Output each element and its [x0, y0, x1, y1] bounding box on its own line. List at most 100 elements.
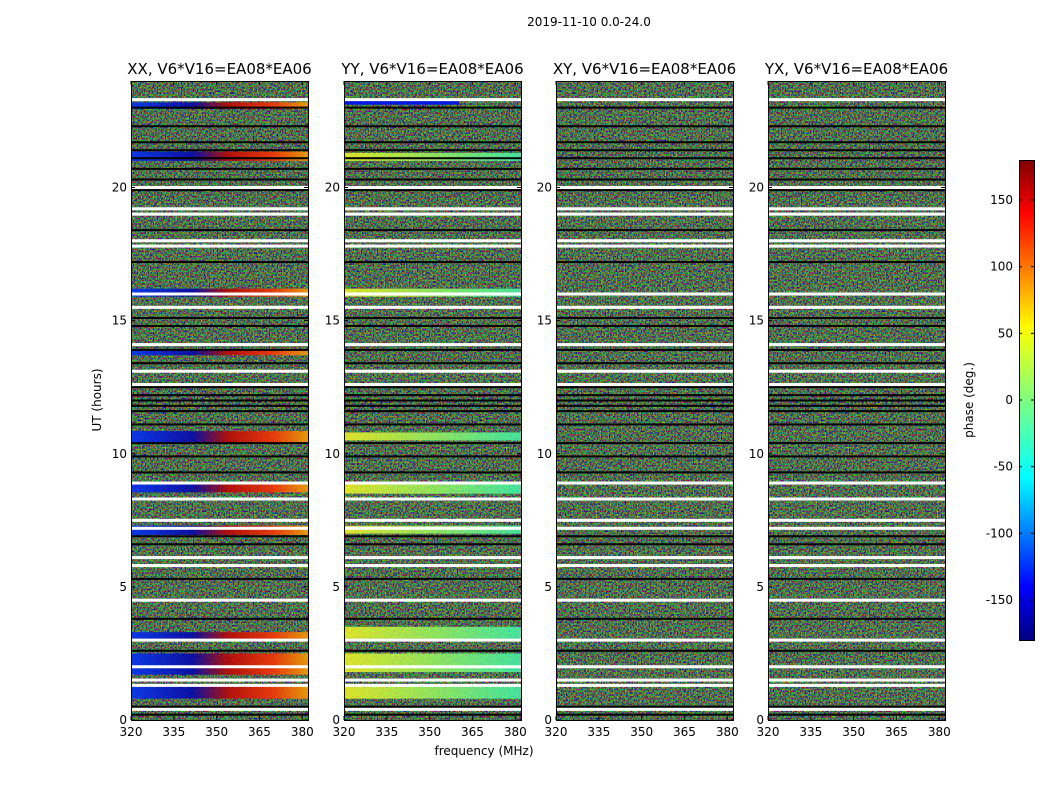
gap-line — [344, 471, 521, 474]
flag-line — [768, 564, 945, 568]
gap-line — [344, 348, 521, 351]
x-tick-label: 320 — [545, 725, 568, 739]
gap-line — [131, 617, 308, 620]
gap-line — [768, 535, 945, 538]
flag-line — [131, 678, 308, 682]
flag-line — [344, 369, 521, 373]
flag-line — [131, 98, 308, 102]
gap-line — [131, 157, 308, 160]
x-tick-label: 350 — [205, 725, 228, 739]
gap-line — [344, 713, 521, 716]
flag-line — [131, 186, 308, 189]
flag-line — [768, 638, 945, 642]
gap-line — [768, 167, 945, 170]
gap-line — [344, 189, 521, 192]
colorbar-tick-label: 0 — [1005, 393, 1013, 407]
gap-line — [768, 649, 945, 652]
phase-band — [344, 626, 521, 639]
gap-line — [768, 394, 945, 397]
y-tick-label: 20 — [537, 181, 552, 195]
gap-line — [768, 399, 945, 402]
gap-line — [768, 617, 945, 620]
gap-line — [131, 261, 308, 264]
gap-line — [556, 410, 733, 413]
panels: XX, V6*V16=EA08*EA06 320 335 350 365 380 0 5 10 1… — [112, 60, 951, 739]
flag-line — [768, 518, 945, 522]
flag-line — [768, 707, 945, 711]
gap-line — [131, 316, 308, 319]
gap-line — [344, 399, 521, 402]
panel-frame — [556, 81, 734, 721]
gap-line — [131, 229, 308, 232]
flag-line — [556, 497, 733, 501]
x-tick-label: 365 — [673, 725, 696, 739]
colorbar-tick-label: -50 — [993, 460, 1013, 474]
panel-2: YY, V6*V16=EA08*EA06 320 335 350 365 380 0 5 10 1… — [325, 60, 527, 739]
phase-band — [131, 525, 308, 535]
flag-line — [556, 683, 733, 687]
y-tick-label: 0 — [756, 713, 764, 727]
gap-line — [556, 316, 733, 319]
gap-line — [556, 189, 733, 192]
gap-line — [131, 705, 308, 708]
gap-line — [768, 261, 945, 264]
gap-line — [131, 423, 308, 426]
gap-line — [344, 125, 521, 128]
gap-line — [344, 442, 521, 445]
flag-line — [556, 239, 733, 243]
flag-line — [556, 98, 733, 102]
gap-line — [768, 141, 945, 144]
phase-band — [131, 685, 308, 699]
flag-line — [768, 526, 945, 530]
x-tick-label: 365 — [461, 725, 484, 739]
gap-line — [768, 404, 945, 407]
flag-line — [344, 244, 521, 248]
gap-line — [556, 178, 733, 181]
flag-line — [131, 638, 308, 642]
gap-line — [556, 394, 733, 397]
gap-line — [768, 316, 945, 319]
x-tick-label: 320 — [120, 725, 143, 739]
gap-line — [344, 617, 521, 620]
gap-line — [344, 455, 521, 458]
y-tick-label: 0 — [544, 713, 552, 727]
gap-line — [131, 178, 308, 181]
gap-line — [768, 455, 945, 458]
flag-line — [768, 665, 945, 669]
phase-band — [131, 431, 308, 444]
flag-line — [131, 383, 308, 387]
gap-line — [556, 543, 733, 546]
flag-line — [344, 678, 521, 682]
gap-line — [556, 705, 733, 708]
gap-line — [768, 229, 945, 232]
flag-line — [556, 212, 733, 216]
flag-line — [344, 212, 521, 216]
flag-line — [344, 497, 521, 501]
gap-line — [768, 410, 945, 413]
gap-line — [344, 394, 521, 397]
flag-line — [556, 383, 733, 387]
gap-line — [344, 386, 521, 389]
x-tick-label: 350 — [630, 725, 653, 739]
colorbar-gradient — [1019, 160, 1034, 640]
panel-3: XY, V6*V16=EA08*EA06 320 335 350 365 380 0 5 10 1… — [537, 60, 739, 739]
phase-band — [131, 102, 308, 109]
y-tick-label: 20 — [112, 181, 127, 195]
x-axis-label: frequency (MHz) — [434, 744, 533, 758]
panel-title: XY, V6*V16=EA08*EA06 — [553, 60, 736, 78]
flag-line — [556, 564, 733, 568]
x-tick-label: 350 — [418, 725, 441, 739]
y-tick-label: 15 — [749, 314, 764, 328]
gap-line — [131, 410, 308, 413]
gap-line — [768, 324, 945, 327]
x-tick-label: 380 — [928, 725, 951, 739]
gap-line — [344, 141, 521, 144]
gap-line — [556, 713, 733, 716]
panel-title: YX, V6*V16=EA08*EA06 — [764, 60, 948, 78]
x-tick-label: 335 — [799, 725, 822, 739]
gap-line — [768, 442, 945, 445]
gap-line — [131, 394, 308, 397]
phase-band — [131, 653, 308, 675]
flag-line — [768, 305, 945, 309]
flag-line — [768, 556, 945, 560]
